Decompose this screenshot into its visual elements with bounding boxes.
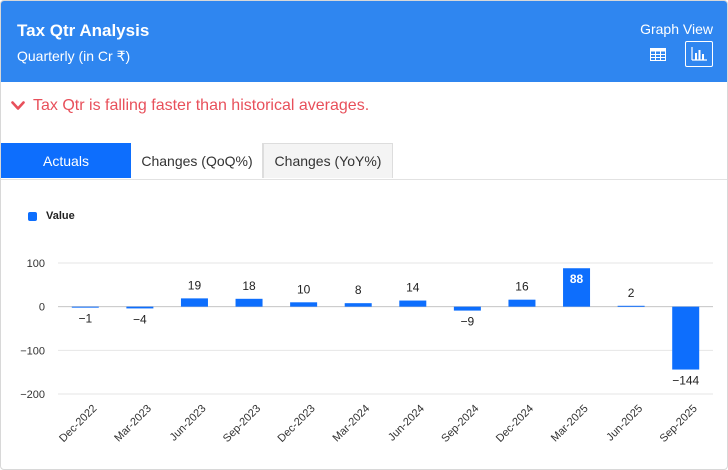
x-tick-label: Dec-2022: [57, 403, 99, 445]
x-tick-label: Jun-2024: [386, 403, 427, 444]
table-icon: [650, 47, 666, 61]
bar[interactable]: [235, 298, 263, 307]
bar[interactable]: [399, 300, 427, 307]
view-toggle: [645, 41, 713, 67]
y-tick-label: −200: [20, 389, 45, 401]
graph-view-label: Graph View: [640, 21, 713, 37]
trend-alert: Tax Qtr is falling faster than historica…: [11, 97, 369, 115]
x-tick-label: Dec-2024: [494, 403, 536, 445]
bar[interactable]: [71, 306, 99, 308]
data-label: 2: [628, 286, 635, 300]
page-title: Tax Qtr Analysis: [17, 21, 150, 40]
data-label: 10: [297, 282, 311, 296]
y-tick-label: 100: [27, 258, 45, 270]
x-tick-label: Jun-2023: [168, 403, 209, 444]
chevron-down-icon: [11, 101, 25, 111]
data-label: 18: [242, 279, 256, 293]
bar[interactable]: [180, 298, 208, 307]
table-view-button[interactable]: [645, 42, 671, 66]
tab-changes-yoy[interactable]: Changes (YoY%): [263, 143, 393, 178]
data-label: 16: [515, 280, 529, 294]
chart-legend[interactable]: Value: [28, 210, 75, 222]
bar[interactable]: [126, 306, 154, 309]
bar[interactable]: [453, 306, 481, 311]
bar[interactable]: [563, 268, 591, 307]
tab-divider: [262, 143, 263, 178]
data-label: 19: [188, 278, 202, 292]
bar[interactable]: [290, 302, 318, 307]
data-label: −144: [672, 374, 699, 388]
data-label: −4: [133, 312, 147, 326]
data-label: −9: [461, 315, 475, 329]
tab-bar: Actuals Changes (QoQ%) Changes (YoY%): [1, 143, 727, 180]
page-subtitle: Quarterly (in Cr ₹): [17, 48, 131, 64]
data-label: −1: [78, 312, 92, 326]
x-tick-label: Jun-2025: [604, 403, 645, 444]
legend-swatch: [28, 211, 37, 221]
chart-view-button[interactable]: [685, 41, 713, 67]
header-bar: Tax Qtr Analysis Quarterly (in Cr ₹) Gra…: [1, 1, 727, 82]
legend-label: Value: [46, 210, 75, 222]
bar[interactable]: [344, 303, 372, 307]
x-tick-label: Mar-2024: [331, 403, 373, 445]
tab-actuals[interactable]: Actuals: [1, 143, 131, 178]
bar-chart-icon: [691, 47, 707, 61]
bar[interactable]: [508, 299, 536, 307]
tab-changes-qoq[interactable]: Changes (QoQ%): [132, 143, 262, 178]
x-tick-label: Sep-2025: [658, 403, 700, 445]
y-tick-label: 0: [39, 302, 45, 314]
data-label: 8: [355, 283, 362, 297]
x-tick-label: Sep-2023: [221, 403, 263, 445]
alert-text: Tax Qtr is falling faster than historica…: [33, 97, 370, 114]
x-tick-label: Dec-2023: [276, 403, 318, 445]
x-tick-label: Mar-2023: [112, 403, 154, 445]
bar[interactable]: [672, 306, 700, 370]
bar[interactable]: [617, 305, 645, 307]
y-tick-label: −100: [20, 345, 45, 357]
data-label: 88: [570, 272, 584, 286]
x-tick-label: Sep-2024: [439, 403, 481, 445]
x-tick-label: Mar-2025: [549, 403, 591, 445]
data-label: 14: [406, 281, 420, 295]
